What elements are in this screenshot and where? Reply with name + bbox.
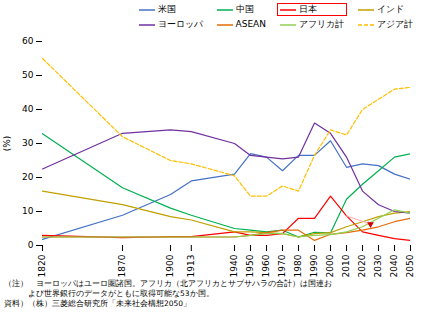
svg-text:1820: 1820: [37, 254, 47, 277]
html-text:インド: インド: [377, 4, 404, 14]
html-text:ヨーロッパ: ヨーロッパ: [157, 19, 203, 29]
html-text:よび世界銀行のデータがともに取得可能な53か国。: よび世界銀行のデータがともに取得可能な53か国。: [4, 289, 214, 298]
html-text:ASEAN: ASEAN: [235, 19, 266, 29]
svg-text:60: 60: [22, 36, 34, 46]
svg-text:50: 50: [22, 70, 34, 80]
svg-text:1900: 1900: [165, 254, 175, 277]
svg-text:2020: 2020: [357, 254, 367, 277]
svg-text:1970: 1970: [277, 254, 287, 277]
svg-text:2010: 2010: [341, 254, 351, 277]
svg-text:1990: 1990: [309, 254, 319, 277]
svg-text:1980: 1980: [293, 254, 303, 277]
svg-text:1960: 1960: [261, 254, 271, 277]
svg-text:1913: 1913: [186, 255, 196, 278]
svg-text:30: 30: [22, 138, 34, 148]
html-text:アジア計: アジア計: [377, 19, 413, 29]
svg-text:2050: 2050: [405, 254, 415, 277]
html-text:（注） ヨーロッパはユーロ圏諸国。アフリカ（北アフリカとサブ: （注） ヨーロッパはユーロ圏諸国。アフリカ（北アフリカとサブサハラの合計）は国連…: [4, 279, 332, 288]
svg-text:0: 0: [28, 240, 34, 250]
svg-text:20: 20: [22, 172, 34, 182]
svg-text:2040: 2040: [389, 254, 399, 277]
html-text:中国: 中国: [235, 4, 254, 14]
svg-text:1940: 1940: [229, 254, 239, 277]
html-text:日本: 日本: [299, 4, 317, 14]
svg-text:10: 10: [22, 206, 34, 216]
svg-text:2000: 2000: [325, 254, 335, 277]
html-text:米国: 米国: [157, 4, 176, 14]
svg-text:1950: 1950: [245, 254, 255, 277]
html-text:アフリカ計: アフリカ計: [299, 19, 344, 29]
html-text:資料）（株）三菱総合研究所「未来社会構想2050」: 資料）（株）三菱総合研究所「未来社会構想2050」: [4, 299, 192, 308]
svg-text:2030: 2030: [373, 254, 383, 277]
svg-text:(%): (%): [2, 136, 12, 152]
svg-text:1870: 1870: [117, 254, 127, 277]
svg-text:40: 40: [22, 104, 34, 114]
